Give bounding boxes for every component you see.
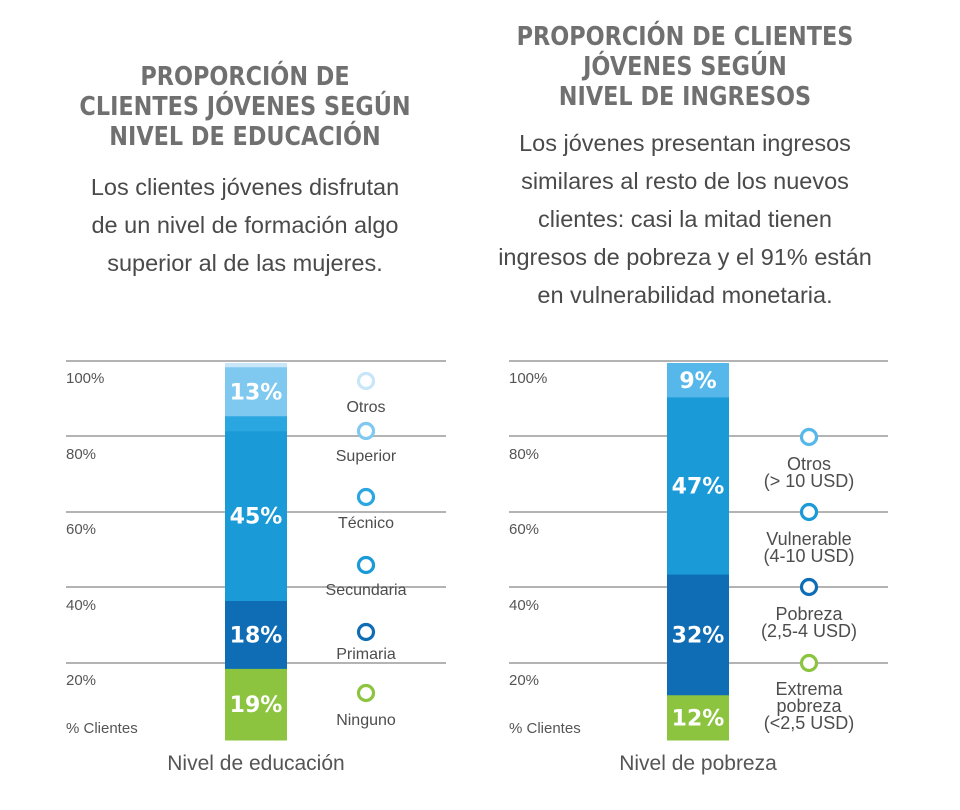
- edu-legend-marker-icon: [356, 487, 376, 507]
- inc-ytick-label: 20%: [509, 672, 539, 689]
- edu-bar-segment-2: [225, 430, 287, 602]
- inc-legend-label: (> 10 USD): [764, 471, 855, 491]
- edu-bar-data-label: 19%: [230, 693, 283, 718]
- inc-ylabel: % Clientes: [509, 720, 581, 737]
- edu-bar-segment-1: [225, 600, 287, 669]
- inc-ytick-label: 100%: [509, 370, 547, 387]
- edu-legend-label: Técnico: [338, 515, 394, 532]
- inc-bar-segment-2: [667, 396, 729, 575]
- edu-legend-marker-icon: [356, 421, 376, 441]
- inc-legend-marker-icon: [799, 653, 819, 673]
- edu-bar-data-label: 13%: [230, 380, 283, 405]
- inc-legend-label: (4-10 USD): [763, 546, 854, 566]
- edu-bar-segment-3: [225, 415, 287, 432]
- edu-bar-segment-4: [225, 366, 287, 417]
- inc-bar-segment-3: [667, 363, 729, 398]
- edu-ytick-label: 100%: [66, 370, 104, 387]
- inc-xlabel: Nivel de pobreza: [619, 752, 777, 775]
- inc-legend-marker-icon: [799, 427, 819, 447]
- left-chart-title: PROPORCIÓN DE CLIENTES JÓVENES SEGÚN NIV…: [79, 62, 411, 152]
- edu-ytick-label: 20%: [66, 672, 96, 689]
- inc-bar-data-label: 12%: [672, 706, 725, 731]
- edu-ytick-label: 40%: [66, 597, 96, 614]
- edu-bar-segment-5: [225, 363, 287, 368]
- right-chart-title: PROPORCIÓN DE CLIENTES JÓVENES SEGÚN NIV…: [516, 22, 854, 112]
- edu-legend-marker-icon: [356, 371, 376, 391]
- inc-legend-label: Otros: [787, 454, 831, 474]
- edu-xlabel: Nivel de educación: [167, 752, 344, 775]
- inc-legend-label: Vulnerable: [766, 529, 851, 549]
- inc-ytick-label: 80%: [509, 446, 539, 463]
- edu-ylabel: % Clientes: [66, 720, 138, 737]
- inc-legend-label: (<2,5 USD): [764, 713, 855, 733]
- edu-bar-data-label: 18%: [230, 623, 283, 648]
- edu-legend-label: Primaria: [336, 646, 396, 663]
- edu-bar-segment-0: [225, 668, 287, 741]
- inc-legend-marker-icon: [799, 502, 819, 522]
- edu-legend-marker-icon: [356, 555, 376, 575]
- edu-legend-label: Ninguno: [336, 712, 396, 729]
- edu-legend-label: Secundaria: [326, 582, 407, 599]
- edu-legend-marker-icon: [356, 622, 376, 642]
- edu-ytick-label: 80%: [66, 446, 96, 463]
- inc-legend-label: pobreza: [776, 696, 842, 716]
- edu-legend-label: Superior: [336, 448, 397, 465]
- inc-legend-marker-icon: [799, 577, 819, 597]
- inc-bar-data-label: 32%: [672, 623, 725, 648]
- inc-ytick-label: 60%: [509, 521, 539, 538]
- inc-bar-segment-1: [667, 574, 729, 696]
- edu-ytick-label: 60%: [66, 521, 96, 538]
- inc-bar-segment-0: [667, 694, 729, 741]
- edu-legend-marker-icon: [356, 683, 376, 703]
- right-chart-description: Los jóvenes presentan ingresos similares…: [498, 130, 872, 308]
- inc-legend-label: Extrema: [775, 679, 843, 699]
- inc-ytick-label: 40%: [509, 597, 539, 614]
- inc-bar-data-label: 9%: [679, 369, 716, 394]
- inc-legend-label: (2,5-4 USD): [761, 621, 857, 641]
- edu-bar-data-label: 45%: [230, 505, 283, 530]
- left-chart-description: Los clientes jóvenes disfrutan de un niv…: [90, 174, 400, 276]
- inc-bar-data-label: 47%: [672, 475, 725, 500]
- inc-legend-label: Pobreza: [775, 604, 843, 624]
- edu-legend-label: Otros: [346, 399, 385, 416]
